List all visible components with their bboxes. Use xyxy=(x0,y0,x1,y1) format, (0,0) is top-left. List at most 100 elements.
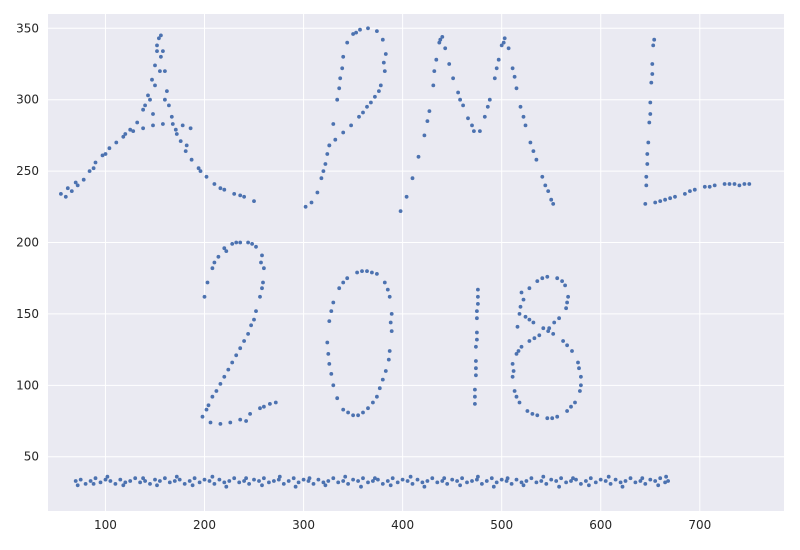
y-tick-label: 150 xyxy=(16,307,39,321)
data-point xyxy=(644,183,649,188)
data-point xyxy=(343,474,348,479)
data-point xyxy=(512,74,517,79)
data-point xyxy=(159,54,163,59)
data-point xyxy=(565,300,569,305)
data-point xyxy=(75,483,80,488)
data-point xyxy=(501,40,506,45)
data-point xyxy=(371,400,375,405)
data-point xyxy=(422,484,427,489)
data-point xyxy=(337,286,342,291)
data-point xyxy=(238,240,243,245)
x-tick-label: 400 xyxy=(391,518,414,532)
data-point xyxy=(327,362,332,366)
data-point xyxy=(377,386,382,391)
data-point xyxy=(373,94,377,99)
data-point xyxy=(356,479,360,483)
data-point xyxy=(375,29,379,33)
data-point xyxy=(210,394,215,399)
data-point xyxy=(323,483,328,488)
data-point xyxy=(222,246,227,251)
data-point xyxy=(63,194,68,199)
data-point xyxy=(692,187,697,192)
data-point xyxy=(210,474,215,479)
data-point xyxy=(404,194,409,199)
data-point xyxy=(437,40,442,45)
data-point xyxy=(473,402,477,406)
data-point xyxy=(358,27,362,32)
data-point xyxy=(377,89,381,93)
data-point xyxy=(238,346,243,351)
data-point xyxy=(445,482,450,486)
data-point xyxy=(216,254,221,259)
data-point xyxy=(202,294,207,299)
data-point xyxy=(173,127,178,132)
data-point xyxy=(218,382,223,386)
data-point xyxy=(472,129,476,134)
data-point xyxy=(552,320,557,325)
data-point xyxy=(571,476,575,481)
x-tick-label: 300 xyxy=(292,518,315,532)
data-point xyxy=(559,476,563,481)
data-point xyxy=(702,184,707,189)
data-point xyxy=(325,152,330,156)
data-point xyxy=(375,394,379,399)
data-point xyxy=(198,169,203,174)
data-point xyxy=(385,479,390,483)
data-point xyxy=(230,242,235,246)
data-point xyxy=(489,476,494,481)
data-point xyxy=(579,374,583,379)
data-point xyxy=(380,377,385,382)
data-point xyxy=(258,294,262,299)
data-point xyxy=(247,482,252,486)
data-point xyxy=(447,62,452,66)
data-point xyxy=(466,116,470,121)
data-point xyxy=(475,330,479,335)
data-point xyxy=(316,477,321,482)
data-point xyxy=(644,174,649,179)
data-point xyxy=(131,129,136,134)
y-tick-label: 200 xyxy=(16,236,39,250)
data-point xyxy=(170,122,175,126)
data-point xyxy=(214,389,219,393)
data-point xyxy=(521,114,526,119)
data-point xyxy=(345,40,350,45)
data-point xyxy=(78,477,83,482)
data-point xyxy=(527,317,532,322)
data-point xyxy=(319,176,324,181)
data-point xyxy=(307,476,312,481)
data-point xyxy=(511,369,516,373)
data-point xyxy=(518,304,523,309)
data-point xyxy=(346,482,350,486)
data-point xyxy=(529,476,534,481)
data-point xyxy=(357,114,361,119)
data-point xyxy=(516,349,521,353)
data-point xyxy=(432,69,437,73)
data-point xyxy=(386,357,391,362)
data-point xyxy=(514,352,519,356)
data-point xyxy=(224,484,229,489)
data-point xyxy=(555,276,560,281)
data-point xyxy=(474,373,478,378)
data-point xyxy=(742,182,747,186)
data-point xyxy=(588,476,593,481)
data-point xyxy=(103,477,108,482)
data-point xyxy=(618,480,623,485)
data-point xyxy=(268,402,272,406)
data-point xyxy=(325,340,330,345)
data-point xyxy=(311,482,316,486)
data-point xyxy=(158,69,162,73)
y-tick-label: 100 xyxy=(16,378,39,392)
data-point xyxy=(521,483,526,488)
data-point xyxy=(388,320,393,325)
data-point xyxy=(252,199,256,204)
data-point xyxy=(260,253,264,258)
data-point xyxy=(430,476,435,481)
data-point xyxy=(107,146,112,151)
data-point xyxy=(143,479,148,483)
data-point xyxy=(506,46,511,51)
data-point xyxy=(598,477,603,482)
data-point xyxy=(242,194,247,199)
data-point xyxy=(416,154,421,159)
data-point xyxy=(143,103,148,108)
data-point xyxy=(566,294,570,299)
